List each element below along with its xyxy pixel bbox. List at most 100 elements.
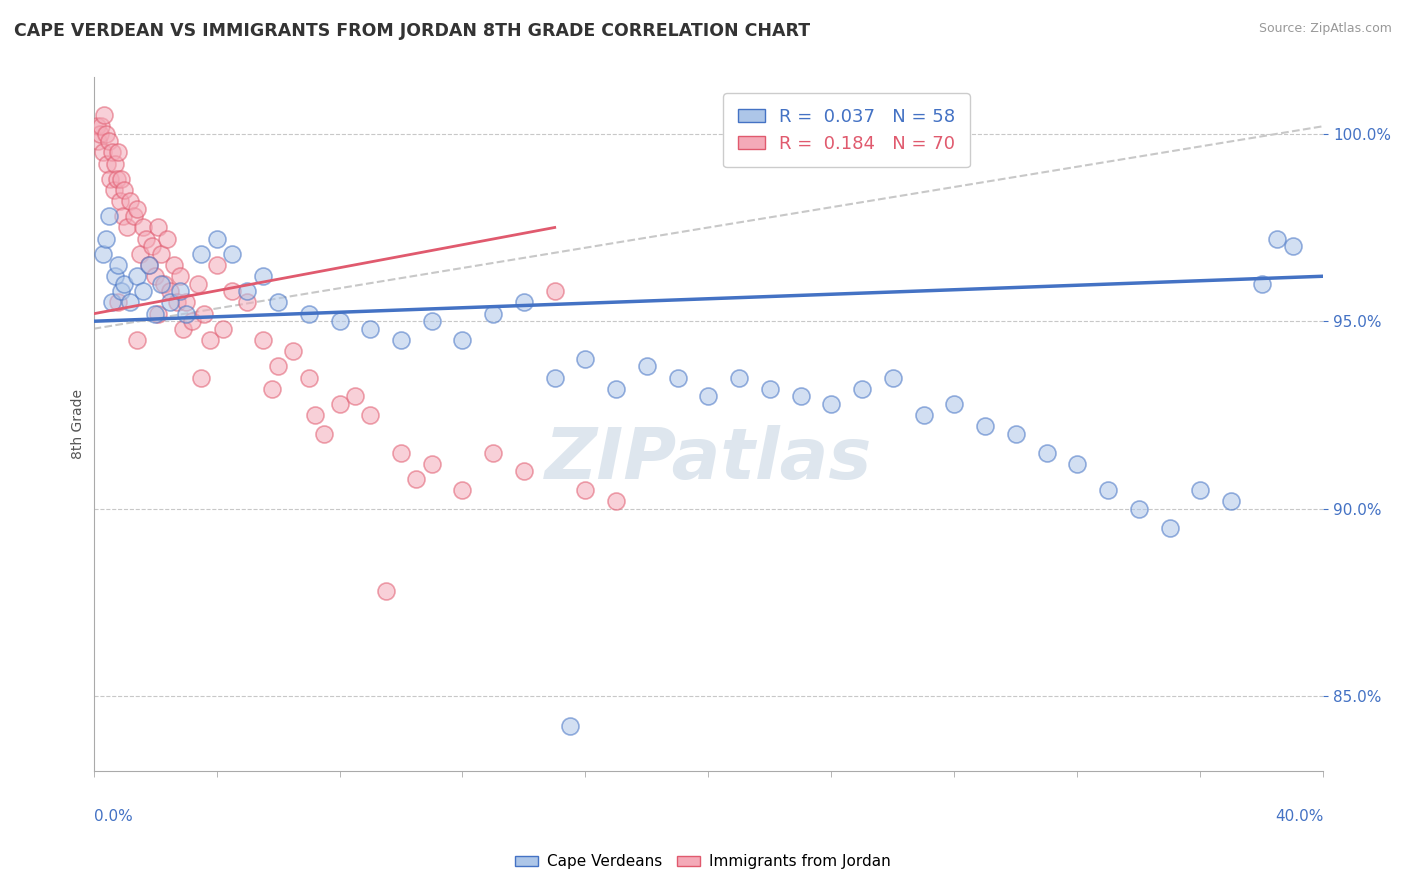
Point <box>851 382 873 396</box>
Point <box>605 494 627 508</box>
Point <box>156 232 179 246</box>
Point <box>120 194 142 209</box>
Point <box>728 370 751 384</box>
Point <box>112 183 135 197</box>
Point <box>211 322 233 336</box>
Text: 40.0%: 40.0% <box>1275 809 1323 824</box>
Point <box>1281 239 1303 253</box>
Point <box>267 359 290 374</box>
Point <box>205 232 228 246</box>
Point <box>125 202 148 216</box>
Point <box>513 295 536 310</box>
Point <box>174 295 197 310</box>
Point <box>97 134 120 148</box>
Point <box>104 157 127 171</box>
Point <box>789 389 811 403</box>
Point <box>97 209 120 223</box>
Point <box>666 370 689 384</box>
Text: CAPE VERDEAN VS IMMIGRANTS FROM JORDAN 8TH GRADE CORRELATION CHART: CAPE VERDEAN VS IMMIGRANTS FROM JORDAN 8… <box>14 22 810 40</box>
Point <box>107 258 129 272</box>
Point <box>153 277 176 291</box>
Point <box>132 220 155 235</box>
Point <box>91 246 114 260</box>
Point <box>605 382 627 396</box>
Point <box>138 258 160 272</box>
Point <box>101 145 124 160</box>
Point <box>86 119 108 133</box>
Point <box>451 333 474 347</box>
Point <box>150 277 173 291</box>
Point <box>128 246 150 260</box>
Legend: R =  0.037   N = 58, R =  0.184   N = 70: R = 0.037 N = 58, R = 0.184 N = 70 <box>724 94 970 168</box>
Point <box>544 285 567 299</box>
Point <box>105 171 128 186</box>
Point <box>759 382 782 396</box>
Point <box>820 397 842 411</box>
Point <box>252 333 274 347</box>
Point <box>451 483 474 497</box>
Point <box>159 285 181 299</box>
Point <box>166 295 188 310</box>
Point <box>260 382 283 396</box>
Point <box>120 295 142 310</box>
Point <box>298 370 321 384</box>
Point <box>1128 501 1150 516</box>
Point <box>328 314 350 328</box>
Point <box>94 127 117 141</box>
Point <box>420 457 443 471</box>
Point <box>513 464 536 478</box>
Point <box>112 277 135 291</box>
Point <box>110 171 132 186</box>
Point <box>1035 445 1057 459</box>
Point <box>169 285 191 299</box>
Point <box>359 408 381 422</box>
Point <box>138 258 160 272</box>
Text: 0.0%: 0.0% <box>94 809 132 824</box>
Text: Source: ZipAtlas.com: Source: ZipAtlas.com <box>1258 22 1392 36</box>
Point <box>90 119 112 133</box>
Point <box>91 145 114 160</box>
Point <box>125 333 148 347</box>
Point <box>141 239 163 253</box>
Point <box>1250 277 1272 291</box>
Point <box>267 295 290 310</box>
Point <box>107 295 129 310</box>
Point <box>110 285 132 299</box>
Point <box>87 134 110 148</box>
Point <box>104 269 127 284</box>
Point <box>252 269 274 284</box>
Point <box>304 408 326 422</box>
Point <box>1220 494 1243 508</box>
Point <box>193 307 215 321</box>
Point <box>181 314 204 328</box>
Point <box>205 258 228 272</box>
Point <box>636 359 658 374</box>
Point <box>125 269 148 284</box>
Point <box>544 370 567 384</box>
Point <box>143 307 166 321</box>
Point <box>132 285 155 299</box>
Point <box>298 307 321 321</box>
Point <box>389 333 412 347</box>
Point <box>93 108 115 122</box>
Point <box>882 370 904 384</box>
Point <box>374 584 396 599</box>
Point <box>108 194 131 209</box>
Point <box>912 408 935 422</box>
Point <box>328 397 350 411</box>
Point <box>1066 457 1088 471</box>
Point <box>420 314 443 328</box>
Point <box>159 295 181 310</box>
Point <box>482 445 505 459</box>
Point <box>359 322 381 336</box>
Point <box>558 719 581 733</box>
Point <box>343 389 366 403</box>
Point <box>117 220 139 235</box>
Point <box>574 483 596 497</box>
Point <box>405 472 427 486</box>
Point <box>236 285 259 299</box>
Point <box>103 183 125 197</box>
Point <box>221 246 243 260</box>
Point <box>190 370 212 384</box>
Point <box>162 258 184 272</box>
